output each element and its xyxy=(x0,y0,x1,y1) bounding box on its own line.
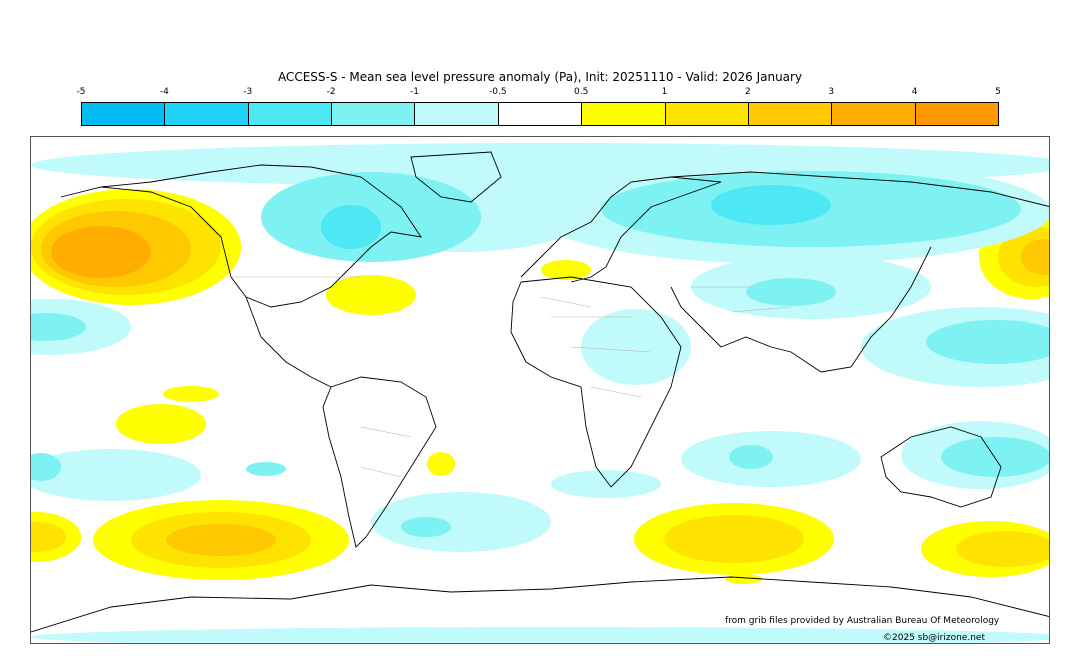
anomaly-zone xyxy=(427,452,455,476)
anomaly-zone xyxy=(326,275,416,315)
chart-title: ACCESS-S - Mean sea level pressure anoma… xyxy=(277,70,803,84)
coastlines xyxy=(31,151,1049,633)
legend-tick-label: -4 xyxy=(159,87,169,97)
legend-swatch xyxy=(914,102,999,126)
south-america-outline xyxy=(322,376,437,548)
anomaly-zone xyxy=(401,517,451,537)
anomaly-zone xyxy=(581,309,691,385)
legend-swatch xyxy=(414,102,499,126)
legend-tick-label: 2 xyxy=(745,87,751,97)
legend-tick-label: -0.5 xyxy=(489,87,507,97)
country-borders xyxy=(231,276,792,478)
anomaly-zone xyxy=(371,492,551,552)
anomaly-zone xyxy=(926,320,1049,364)
legend-swatch xyxy=(831,102,916,126)
legend-swatch xyxy=(581,102,666,126)
legend-tick-label: 5 xyxy=(995,87,1001,97)
anomaly-zone xyxy=(116,404,206,444)
anomaly-zone xyxy=(956,531,1049,567)
anomaly-zone xyxy=(746,278,836,306)
asia-outline xyxy=(670,171,1049,373)
anomaly-zone xyxy=(31,522,66,552)
anomaly-zone xyxy=(1021,239,1049,275)
anomaly-zone xyxy=(246,462,286,476)
anomaly-zone xyxy=(711,185,831,225)
anomaly-zone xyxy=(941,437,1049,477)
anomaly-zone xyxy=(729,445,773,469)
legend-tick-label: -5 xyxy=(76,87,86,97)
legend-tick-label: 0.5 xyxy=(574,87,589,97)
anomaly-zone xyxy=(31,453,61,481)
legend-swatch xyxy=(81,102,166,126)
legend-tick-label: -3 xyxy=(243,87,253,97)
north-america-outline xyxy=(60,164,422,308)
legend-swatch xyxy=(497,102,583,126)
greenland-outline xyxy=(410,151,502,203)
anomaly-zone xyxy=(31,449,201,501)
anomaly-zone xyxy=(541,260,591,280)
legend-tick-label: -2 xyxy=(326,87,336,97)
central-america-outline xyxy=(245,296,332,388)
anomaly-zone xyxy=(31,627,1049,643)
legend-swatch xyxy=(331,102,416,126)
anomaly-map xyxy=(31,143,1049,643)
anomaly-zone xyxy=(166,524,276,556)
legend-tick-label: 4 xyxy=(911,87,918,97)
australia-outline xyxy=(880,426,1002,508)
anomaly-zone xyxy=(321,205,381,249)
negative-anomaly-zones xyxy=(31,143,1049,643)
legend-tick-label: -1 xyxy=(409,87,419,97)
legend-tick-label: 1 xyxy=(661,87,668,97)
color-legend: -5 -4 -3 -2 -1 -0.5 0.5 1 2 3 4 5 xyxy=(0,0,1080,135)
africa-outline xyxy=(510,276,682,488)
legend-swatch xyxy=(164,102,249,126)
anomaly-zone xyxy=(726,574,762,584)
anomaly-zone xyxy=(664,515,804,563)
legend-swatch xyxy=(747,102,833,126)
legend-tick-label: 3 xyxy=(828,87,835,97)
antarctica-outline xyxy=(31,576,1049,633)
anomaly-zone xyxy=(163,386,219,402)
legend-swatch xyxy=(247,102,333,126)
border-line xyxy=(231,276,792,478)
copyright-credit: ©2025 sb@irizone.net xyxy=(883,633,985,643)
map-frame xyxy=(30,136,1050,644)
anomaly-zone xyxy=(551,470,661,498)
legend-swatch xyxy=(664,102,749,126)
anomaly-zone xyxy=(31,313,86,341)
anomaly-zone xyxy=(51,226,151,278)
source-credit: from grib files provided by Australian B… xyxy=(725,616,1000,626)
